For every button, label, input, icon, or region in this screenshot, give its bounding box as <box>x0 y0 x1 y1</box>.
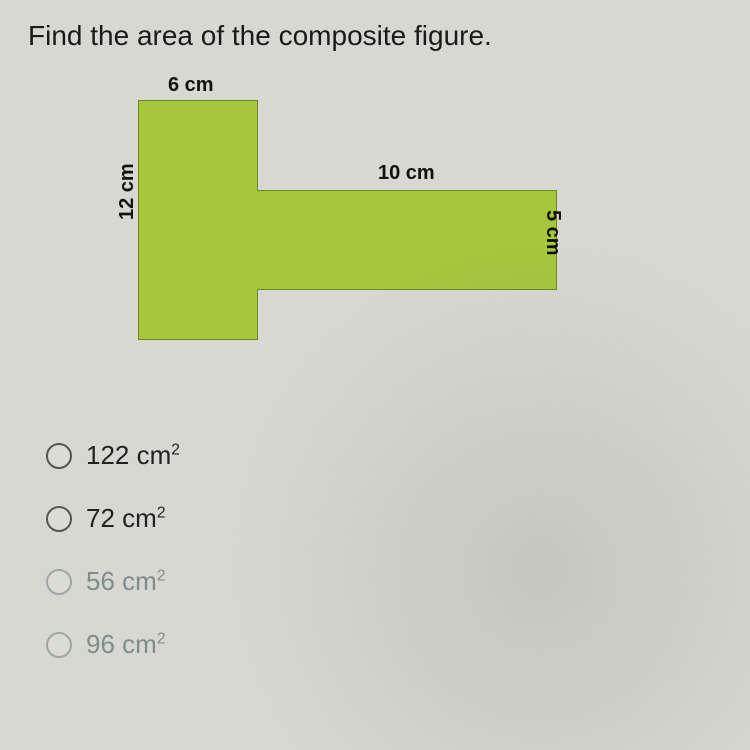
choice-c[interactable]: 56 cm2 <box>46 566 722 597</box>
choice-value: 122 cm <box>86 440 171 470</box>
choice-exp: 2 <box>171 441 180 458</box>
answer-choices: 122 cm2 72 cm2 56 cm2 96 cm2 <box>46 440 722 660</box>
question-page: Find the area of the composite figure. 6… <box>0 0 750 750</box>
dimension-label-right: 5 cm <box>541 210 564 256</box>
question-prompt: Find the area of the composite figure. <box>28 20 722 52</box>
radio-icon <box>46 632 72 658</box>
choice-value: 72 cm <box>86 503 157 533</box>
radio-icon <box>46 443 72 469</box>
dimension-label-top: 6 cm <box>168 74 214 97</box>
composite-figure: 6 cm 12 cm 10 cm 5 cm <box>98 80 598 390</box>
choice-exp: 2 <box>157 567 166 584</box>
choice-exp: 2 <box>157 630 166 647</box>
radio-icon <box>46 506 72 532</box>
figure-rect-horizontal <box>257 190 557 290</box>
choice-label: 96 cm2 <box>86 629 166 660</box>
choice-a[interactable]: 122 cm2 <box>46 440 722 471</box>
choice-label: 122 cm2 <box>86 440 180 471</box>
choice-d[interactable]: 96 cm2 <box>46 629 722 660</box>
dimension-label-upper-right: 10 cm <box>378 162 435 185</box>
dimension-label-left: 12 cm <box>116 163 139 220</box>
figure-rect-vertical <box>138 100 258 340</box>
choice-b[interactable]: 72 cm2 <box>46 503 722 534</box>
choice-exp: 2 <box>157 504 166 521</box>
choice-label: 72 cm2 <box>86 503 166 534</box>
radio-icon <box>46 569 72 595</box>
choice-value: 96 cm <box>86 629 157 659</box>
choice-label: 56 cm2 <box>86 566 166 597</box>
choice-value: 56 cm <box>86 566 157 596</box>
